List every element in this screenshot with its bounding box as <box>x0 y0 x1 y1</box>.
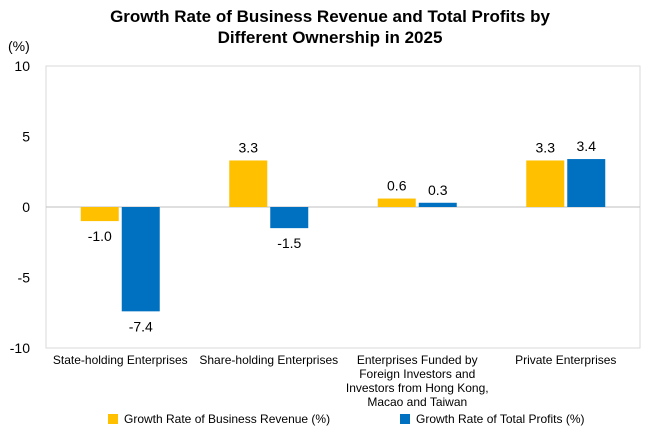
chart-title-line-2: Different Ownership in 2025 <box>217 28 443 47</box>
y-axis-unit-label: (%) <box>8 38 30 54</box>
x-category-label-line: Share-holding Enterprises <box>199 353 338 367</box>
legend-swatch-profits <box>400 414 410 424</box>
legend-label-profits: Growth Rate of Total Profits (%) <box>416 412 585 426</box>
legend: Growth Rate of Business Revenue (%) Grow… <box>0 412 660 432</box>
y-tick-label: 0 <box>22 199 30 215</box>
bar-revenue <box>80 207 119 222</box>
bar-revenue <box>229 160 268 207</box>
data-label: -7.4 <box>129 318 153 334</box>
bar-revenue <box>526 160 565 207</box>
data-label: 3.4 <box>577 138 597 154</box>
data-label: -1.5 <box>277 235 301 251</box>
chart-title-line-1: Growth Rate of Business Revenue and Tota… <box>110 7 550 26</box>
data-label: -1.0 <box>88 228 112 244</box>
legend-label-revenue: Growth Rate of Business Revenue (%) <box>124 412 331 426</box>
x-category-label-line: Private Enterprises <box>515 353 616 367</box>
legend-item-profits: Growth Rate of Total Profits (%) <box>400 412 585 426</box>
x-category-label-line: State-holding Enterprises <box>53 353 188 367</box>
data-label: 3.3 <box>239 139 259 155</box>
bar-profits <box>418 202 457 207</box>
legend-swatch-revenue <box>108 414 118 424</box>
y-tick-label: 5 <box>22 129 30 145</box>
bar-revenue <box>377 198 416 207</box>
data-label: 0.3 <box>428 182 448 198</box>
data-label: 0.6 <box>387 178 407 194</box>
x-category-label: Share-holding Enterprises <box>199 353 338 367</box>
chart-title: Growth Rate of Business Revenue and Tota… <box>0 6 660 48</box>
y-tick-label: -10 <box>10 340 30 356</box>
bar-profits <box>121 207 160 312</box>
x-category-label-line: Foreign Investors and <box>359 367 475 381</box>
x-category-label: Enterprises Funded by Foreign Investors a… <box>346 353 489 409</box>
x-category-label: State-holding Enterprises <box>53 353 188 367</box>
x-category-label: Private Enterprises <box>515 353 616 367</box>
legend-item-revenue: Growth Rate of Business Revenue (%) <box>108 412 330 426</box>
x-category-label-line: Investors from Hong Kong, <box>346 381 489 395</box>
x-category-label-line: Macao and Taiwan <box>367 395 467 409</box>
bar-profits <box>567 159 606 207</box>
data-label: 3.3 <box>536 139 556 155</box>
bar-profits <box>270 207 309 229</box>
y-tick-label: -5 <box>18 270 31 286</box>
y-tick-label: 10 <box>14 58 30 74</box>
x-category-label-line: Enterprises Funded by <box>357 353 478 367</box>
